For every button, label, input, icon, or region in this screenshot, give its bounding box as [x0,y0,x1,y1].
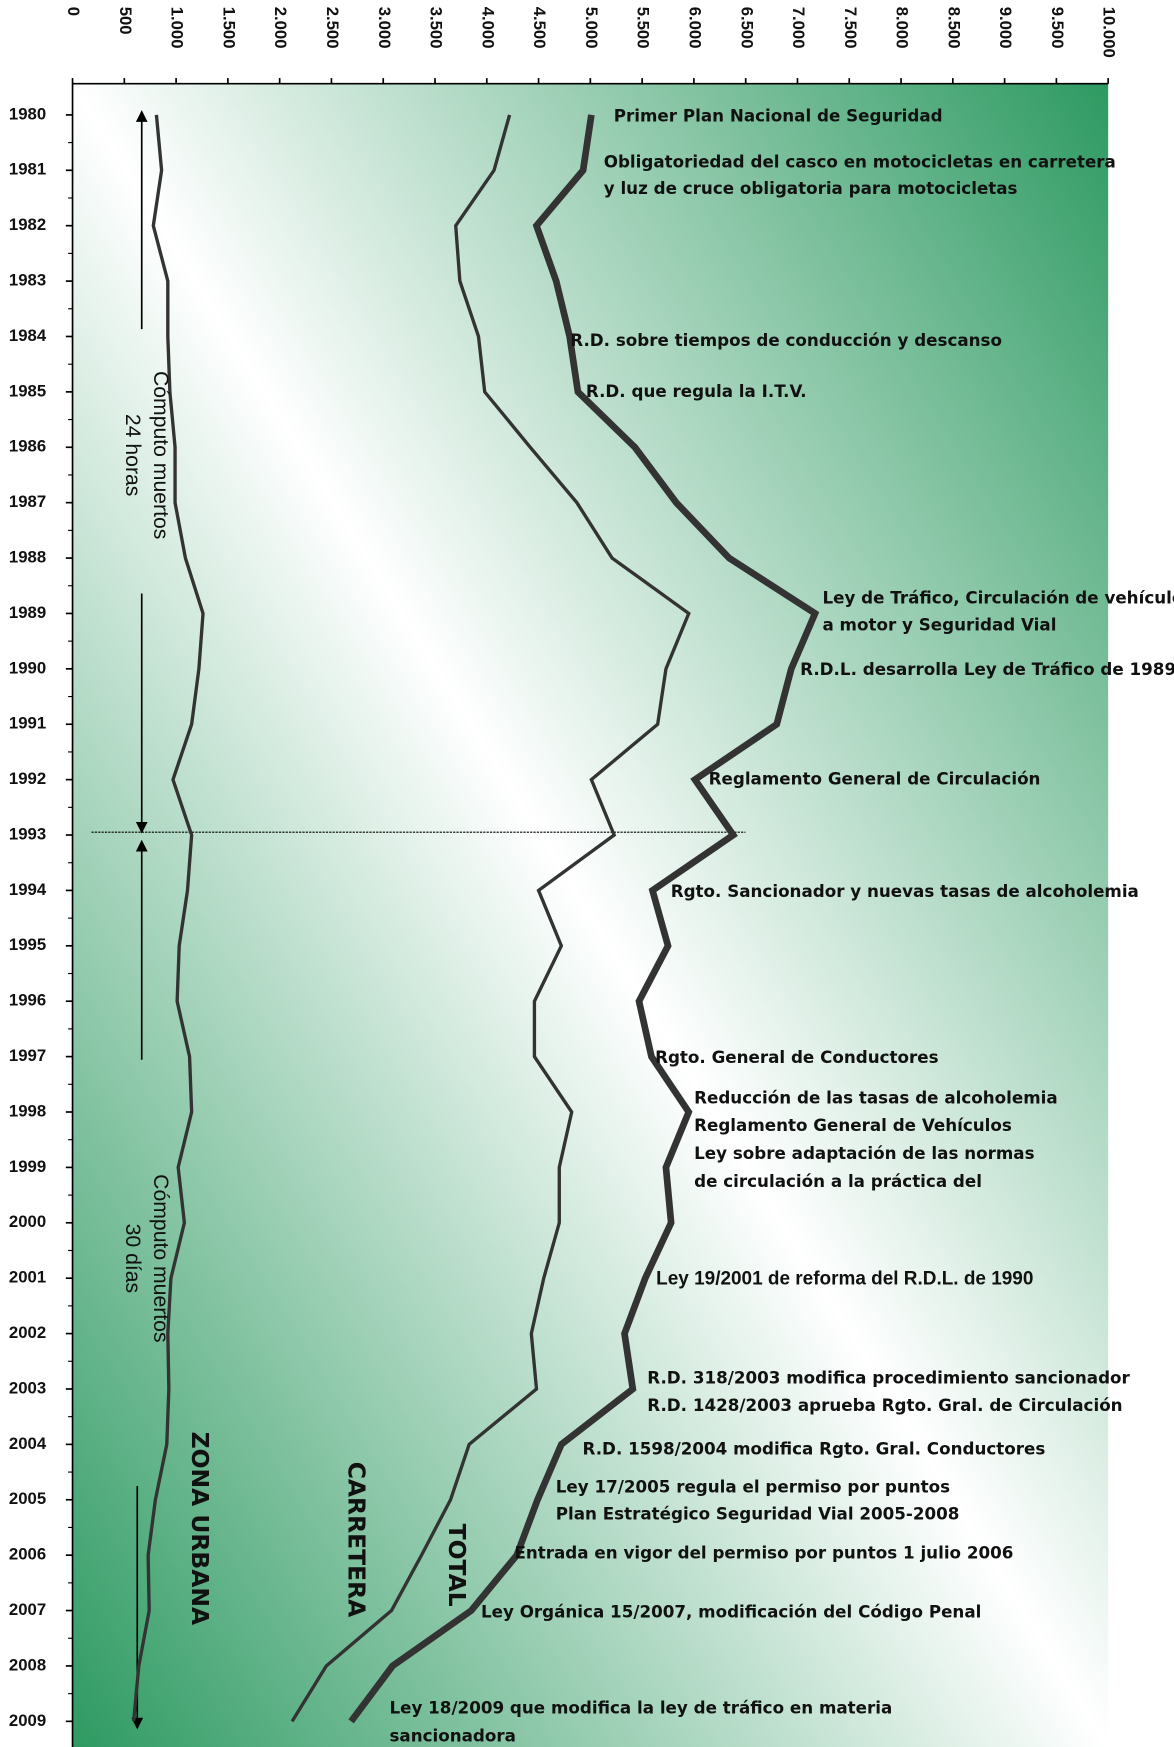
annotation: y luz de cruce obligatoria para motocicl… [604,178,1018,198]
y-tick-label: 2000 [9,1212,46,1231]
y-tick-label: 1999 [9,1157,46,1176]
annotation: sancionadora [389,1725,515,1745]
y-tick-label: 1996 [9,991,46,1010]
annotation: Ley 19/2001 de reforma del R.D.L. de 199… [656,1269,1033,1290]
series-line [131,114,205,1722]
x-tick-label: 0 [64,7,83,16]
annotation: Obligatoriedad del casco en motocicletas… [604,151,1116,171]
x-tick-label: 5.000 [582,7,601,49]
annotation: Rgto. Sancionador y nuevas tasas de alco… [671,881,1139,901]
y-tick-label: 1992 [9,769,46,788]
annotation: de circulación a la práctica del [694,1171,982,1191]
y-tick-label: 2009 [9,1711,46,1730]
x-tick-label: 3.000 [375,7,394,49]
annotation: Entrada en vigor del permiso por puntos … [514,1543,1013,1563]
y-tick-label: 1987 [9,492,46,511]
annotation: Ley 18/2009 que modifica la ley de tráfi… [389,1698,892,1718]
annotation: Reducción de las tasas de alcoholemia [694,1087,1058,1107]
x-tick-label: 6.500 [737,7,756,49]
x-tick-label: 9.000 [996,7,1015,49]
plot-background [72,83,1109,1747]
x-tick-label: 5.500 [634,7,653,49]
series-label: TOTAL [443,1524,471,1607]
x-tick-label: 1.000 [168,7,187,49]
annotation: R.D. 1598/2004 modifica Rgto. Gral. Cond… [583,1439,1046,1459]
y-tick-label: 1990 [9,658,46,677]
y-tick-label: 1983 [9,271,46,290]
annotation: Ley sobre adaptación de las normas [694,1143,1034,1163]
x-tick-label: 7.500 [841,7,860,49]
x-tick-label: 4.500 [530,7,549,49]
y-tick-label: 1986 [9,437,46,456]
y-tick-label: 1991 [9,714,46,733]
y-tick-label: 2003 [9,1378,46,1397]
y-tick-label: 1980 [9,104,46,123]
y-tick-label: 2002 [9,1323,46,1342]
side-label: 30 días [121,1224,144,1294]
annotation: Reglamento General de Circulación [709,768,1041,788]
series-label: CARRETERA [342,1462,370,1618]
annotation: R.D. 318/2003 modifica procedimiento san… [647,1367,1130,1387]
annotation: R.D. 1428/2003 aprueba Rgto. Gral. de Ci… [647,1395,1122,1415]
x-tick-label: 7.000 [789,7,808,49]
x-tick-label: 8.500 [944,7,963,49]
x-tick-label: 4.000 [478,7,497,49]
y-tick-label: 1984 [9,326,47,345]
annotation: Rgto. General de Conductores [655,1047,939,1067]
annotation: Ley Orgánica 15/2007, modificación del C… [481,1602,981,1622]
annotation: R.D.L. desarrolla Ley de Tráfico de 1989 [800,659,1174,679]
side-label: 24 horas [121,414,144,496]
annotation: Reglamento General de Vehículos [694,1115,1012,1135]
x-tick-label: 8.000 [893,7,912,49]
annotation: Ley de Tráfico, Circulación de vehículos [822,588,1174,608]
y-tick-label: 1998 [9,1101,46,1120]
x-tick-label: 2.000 [271,7,290,49]
y-tick-label: 1985 [9,381,46,400]
x-tick-label: 9.500 [1048,7,1067,49]
series-line [348,114,820,1724]
annotation: a motor y Seguridad Vial [822,614,1056,634]
y-tick-label: 1994 [9,880,47,899]
annotation: Ley 17/2005 regula el permiso por puntos [556,1477,950,1497]
x-tick-label: 1.500 [219,7,238,49]
x-tick-label: 500 [116,7,135,35]
y-tick-label: 1988 [9,547,46,566]
y-tick-label: 2006 [9,1545,46,1564]
y-tick-label: 1995 [9,935,46,954]
annotation: Plan Estratégico Seguridad Vial 2005-200… [556,1503,960,1523]
y-tick-label: 2007 [9,1600,46,1619]
y-tick-label: 1997 [9,1046,46,1065]
annotation: R.D. sobre tiempos de conducción y desca… [570,330,1002,350]
y-tick-label: 2001 [9,1268,46,1287]
x-tick-label: 2.500 [323,7,342,49]
y-tick-label: 2008 [9,1655,46,1674]
side-label: Cómputo muertos [149,371,172,539]
y-tick-label: 2005 [9,1489,46,1508]
x-tick-label: 3.500 [427,7,446,49]
y-tick-label: 2004 [9,1434,47,1453]
x-tick-label: 6.000 [685,7,704,49]
y-tick-label: 1981 [9,160,46,179]
side-label: Cómputo muertos [149,1174,172,1342]
annotation: Primer Plan Nacional de Seguridad [614,106,943,126]
y-tick-label: 1982 [9,215,46,234]
y-tick-label: 1989 [9,603,46,622]
x-tick-label: 10.000 [1100,7,1119,58]
series-line [290,114,691,1723]
annotation: R.D. que regula la I.T.V. [586,381,807,401]
y-tick-label: 1993 [9,824,46,843]
series-label: ZONA URBANA [186,1432,214,1626]
